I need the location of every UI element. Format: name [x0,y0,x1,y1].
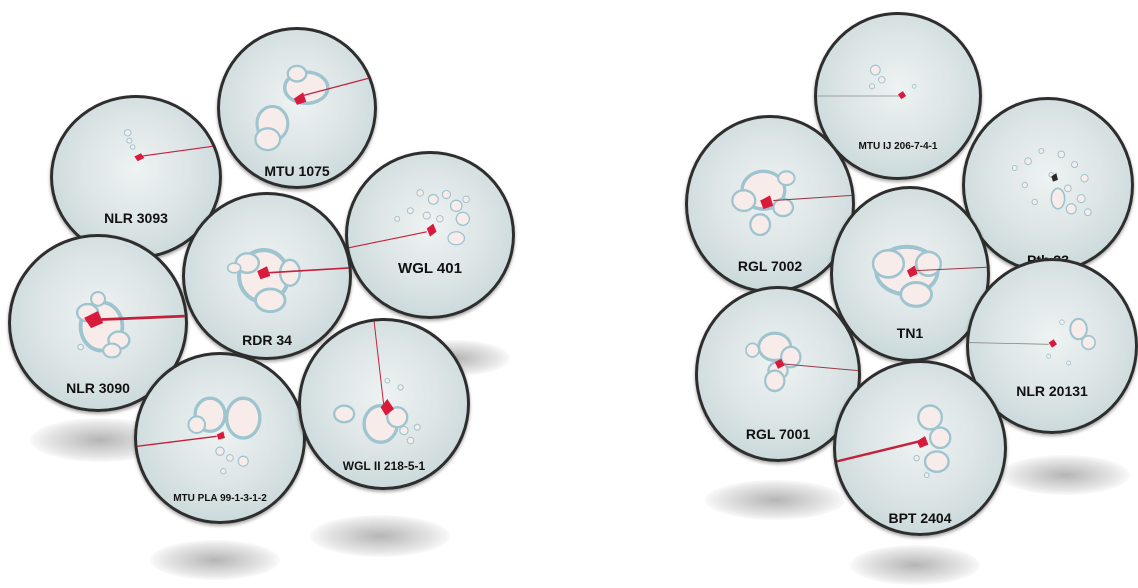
dish-label: RGL 7002 [737,258,803,274]
petri-dish-mtu-1075: MTU 1075 [217,27,377,189]
honeydew-spots [254,64,374,152]
dish-label: MTU IJ 206-7-4-1 [858,141,938,152]
dish-label: NLR 3090 [66,380,130,396]
honeydew-spots [123,129,219,162]
shadow [310,515,450,557]
honeydew-spots [969,317,1096,366]
dish-label: WGL II 218-5-1 [342,459,426,473]
honeydew-spots [836,404,952,479]
shadow [150,540,280,580]
honeydew-spots [745,331,858,393]
petri-dish-tn1: TN1 [830,186,990,362]
dish-label: NLR 20131 [1016,383,1088,399]
petri-dish-mtu-ij: MTU IJ 206-7-4-1 [814,12,982,180]
petri-dish-bpt-2404: BPT 2404 [833,360,1007,536]
dish-label: MTU PLA 99-1-3-1-2 [173,493,267,504]
dish-label: RGL 7001 [745,426,811,442]
petri-dish-wgl-401: WGL 401 [345,151,515,319]
honeydew-spots [871,244,987,308]
dish-label: NLR 3093 [104,210,168,226]
dish-label: TN1 [896,325,924,341]
dish-label: BPT 2404 [888,510,952,526]
petri-dish-wgl-ii: WGL II 218-5-1 [298,318,470,490]
petri-dish-ptb-33: Ptb 33 [962,97,1134,273]
dish-label: WGL 401 [398,260,462,277]
petri-dish-mtu-pla: MTU PLA 99-1-3-1-2 [134,352,306,524]
honeydew-spots [817,64,917,100]
honeydew-spots [333,321,421,445]
honeydew-spots [348,189,471,249]
petri-dish-nlr-20131: NLR 20131 [966,258,1138,434]
shadow [705,480,845,520]
shadow [1000,455,1130,495]
honeydew-spots [731,169,852,237]
honeydew-spots [137,396,262,475]
dish-label: MTU 1075 [264,163,330,179]
honeydew-spots [75,291,185,359]
honeydew-spots [226,248,349,314]
petri-dish-rdr-34: RDR 34 [182,192,352,360]
shadow [850,545,980,585]
honeydew-spots [1011,147,1092,217]
dish-label: RDR 34 [242,332,292,348]
